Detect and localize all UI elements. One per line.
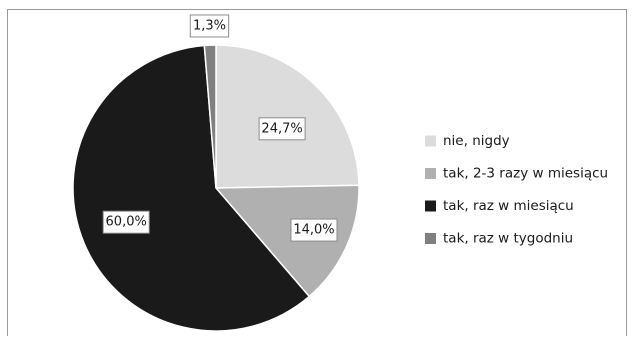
legend-item-2: tak, 2-3 razy w miesiącu	[425, 166, 608, 182]
data-label-1: 24,7%	[258, 117, 306, 141]
data-label-box	[258, 117, 306, 141]
legend-label: tak, raz w miesiącu	[443, 198, 574, 214]
data-labels: 24,7% 14,0% 60,0% 1,3%	[102, 14, 338, 242]
data-label-3: 60,0%	[102, 210, 150, 234]
legend-label: tak, 2-3 razy w miesiącu	[443, 166, 608, 182]
data-label-text: 24,7%	[261, 121, 302, 136]
data-label-box	[102, 210, 150, 234]
legend-item-1: nie, nigdy	[425, 133, 510, 149]
data-label-2: 14,0%	[290, 218, 338, 242]
data-label-box	[290, 218, 338, 242]
legend-swatch	[425, 200, 436, 212]
legend-label: tak, raz w tygodniu	[443, 231, 573, 247]
data-label-text: 60,0%	[106, 215, 147, 230]
pie-slice-4	[203, 44, 217, 189]
pie-slice-3	[72, 44, 311, 332]
pie-slice-1	[215, 44, 360, 189]
legend: nie, nigdy tak, 2-3 razy w miesiącu tak, r…	[425, 133, 608, 247]
legend-swatch	[425, 135, 436, 147]
chart-frame	[7, 9, 627, 336]
data-label-text: 14,0%	[293, 223, 334, 238]
data-label-box	[189, 14, 230, 38]
legend-item-4: tak, raz w tygodniu	[425, 231, 573, 247]
legend-label: nie, nigdy	[443, 133, 510, 149]
data-label-text: 1,3%	[193, 18, 226, 33]
legend-swatch	[425, 168, 436, 179]
pie-slice-2	[214, 184, 360, 298]
pie-slices	[72, 44, 360, 332]
legend-item-3: tak, raz w miesiącu	[425, 198, 574, 214]
data-label-4: 1,3%	[189, 14, 230, 38]
legend-swatch	[425, 233, 436, 244]
